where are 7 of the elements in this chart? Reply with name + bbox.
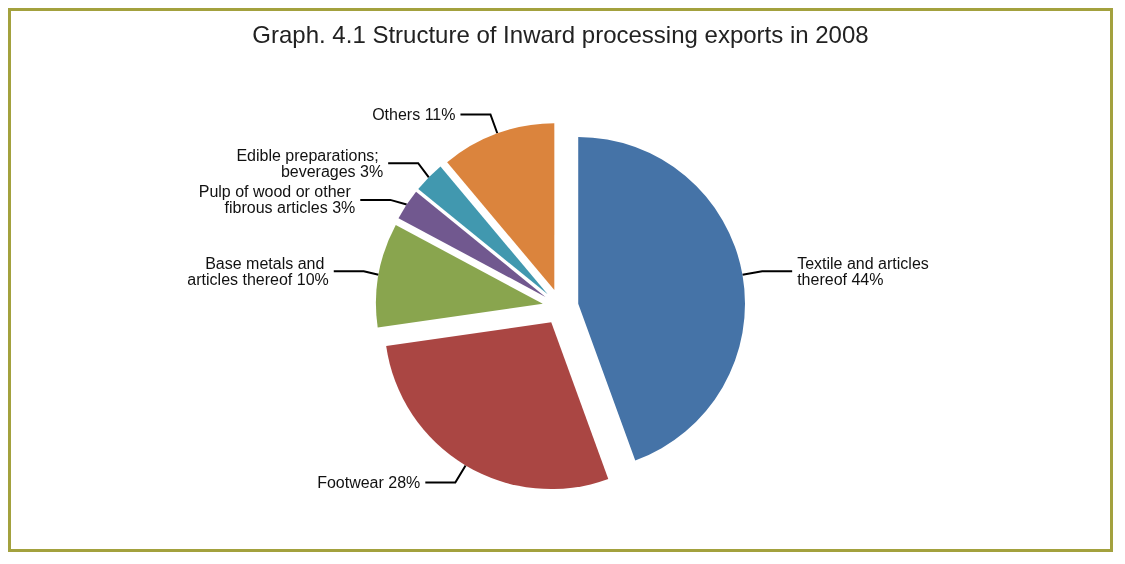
- slice-label: Base metals and articles thereof 10%: [187, 254, 329, 288]
- slice-label: Pulp of wood or other fibrous articles 3%: [198, 183, 356, 217]
- slice-label: Textile and articles thereof 44%: [797, 254, 934, 288]
- chart-title: Graph. 4.1 Structure of Inward processing exports in 2008: [252, 20, 869, 48]
- slice-label: Edible preparations; beverages 3%: [236, 146, 384, 180]
- slice-label: Others 11%: [372, 105, 456, 123]
- slice-label: Footwear 28%: [317, 474, 421, 492]
